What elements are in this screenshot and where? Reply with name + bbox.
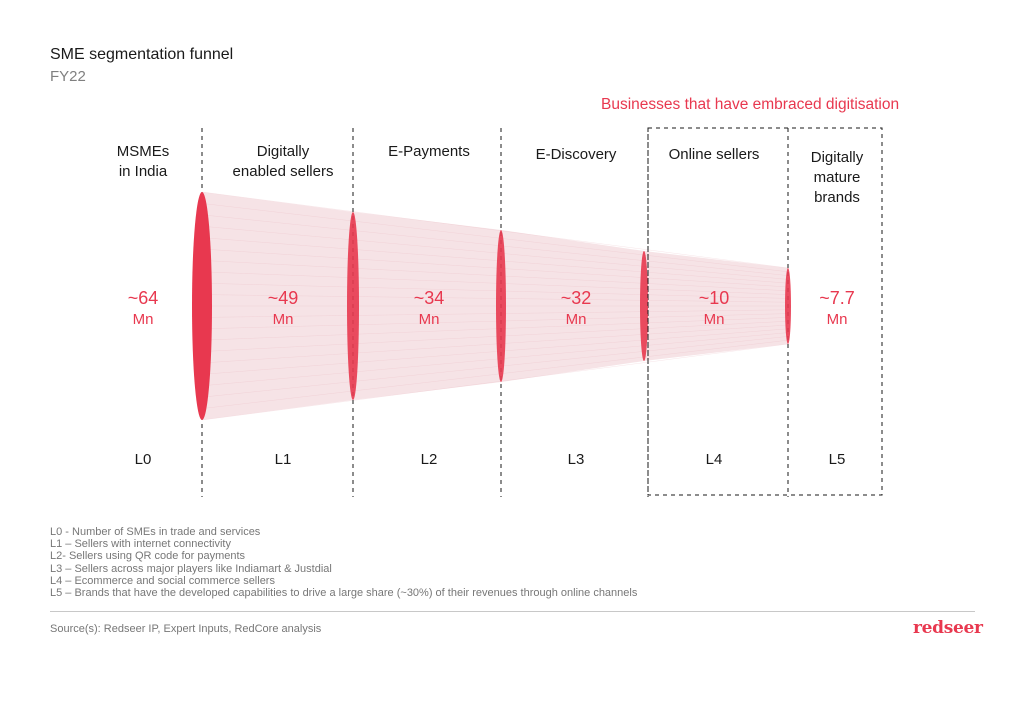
funnel-texture-line	[201, 321, 789, 352]
stage-unit-l3: Mn	[565, 311, 587, 328]
funnel-texture-line	[201, 260, 789, 291]
stage-level-l5: L5	[828, 451, 846, 468]
stage-label-l3: E-Discovery	[535, 146, 617, 163]
chart-subtitle: FY22	[50, 68, 86, 85]
funnel-section-l2	[496, 230, 506, 382]
stage-value-l2: ~34	[413, 288, 445, 308]
note-l1: L1 – Sellers with internet connectivity	[50, 538, 231, 551]
funnel-section-l4	[785, 268, 791, 344]
stage-unit-l5: Mn	[826, 311, 848, 328]
digitisation-box	[647, 127, 883, 496]
note-l0: L0 - Number of SMEs in trade and service…	[50, 526, 261, 538]
stage-label-l1: Digitally enabled sellers	[232, 143, 334, 180]
stage-unit-l1: Mn	[272, 311, 294, 328]
footer-divider	[50, 611, 975, 612]
stage-level-l4: L4	[705, 451, 723, 468]
stage-unit-l2: Mn	[418, 311, 440, 328]
funnel-section-l1	[347, 212, 359, 400]
stage-label-l0: MSMEs in India	[116, 143, 170, 180]
funnel-texture-line	[201, 324, 789, 364]
note-l2: L2- Sellers using QR code for payments	[50, 550, 246, 563]
stage-level-l3: L3	[567, 451, 585, 468]
funnel-texture-line	[201, 332, 789, 386]
stage-value-l0: ~64	[127, 288, 159, 308]
funnel-texture-line	[201, 309, 789, 318]
funnel-texture-line	[201, 343, 789, 421]
chart-title: SME segmentation funnel	[50, 46, 234, 63]
funnel-texture-line	[201, 313, 789, 329]
digitisation-label: Businesses that have embraced digitisati…	[601, 96, 900, 113]
funnel-texture-line	[201, 283, 789, 299]
funnel-texture-line	[201, 214, 789, 276]
funnel-texture-line	[201, 294, 789, 303]
stage-label-l2: E-Payments	[388, 143, 470, 160]
funnel-texture-line	[201, 191, 789, 269]
level-notes: L0 - Number of SMEs in trade and service…	[50, 526, 637, 599]
redseer-logo: redseer	[913, 618, 983, 638]
funnel-texture-line	[201, 237, 789, 284]
stage-value-l4: ~10	[698, 288, 730, 308]
funnel-section-l0	[192, 192, 212, 420]
funnel-texture-line	[201, 226, 789, 280]
stage-level-l2: L2	[420, 451, 438, 468]
stage-label-l5: Digitally mature brands	[810, 149, 864, 206]
funnel-texture-line	[201, 248, 789, 288]
stage-unit-l4: Mn	[703, 311, 725, 328]
source-note: Source(s): Redseer IP, Expert Inputs, Re…	[50, 623, 322, 635]
funnel-texture-line	[201, 340, 789, 409]
stage-level-l0: L0	[134, 451, 152, 468]
funnel-chart	[192, 127, 883, 497]
funnel-texture-line	[201, 271, 789, 295]
funnel-texture-line	[201, 336, 789, 398]
stage-label-l4: Online sellers	[668, 146, 760, 163]
funnel-texture-line	[201, 317, 789, 341]
stage-value-l5: ~7.7	[819, 288, 855, 308]
stage-value-l1: ~49	[267, 288, 299, 308]
note-l3: L3 – Sellers across major players like I…	[50, 562, 332, 575]
note-l4: L4 – Ecommerce and social commerce selle…	[50, 574, 275, 587]
stage-value-l3: ~32	[560, 288, 592, 308]
funnel-section-l3	[640, 251, 648, 361]
stage-level-l1: L1	[274, 451, 292, 468]
stage-unit-l0: Mn	[132, 311, 154, 328]
note-l5: L5 – Brands that have the developed capa…	[50, 587, 638, 600]
funnel-texture-line	[201, 328, 789, 375]
funnel-texture-line	[201, 203, 789, 272]
